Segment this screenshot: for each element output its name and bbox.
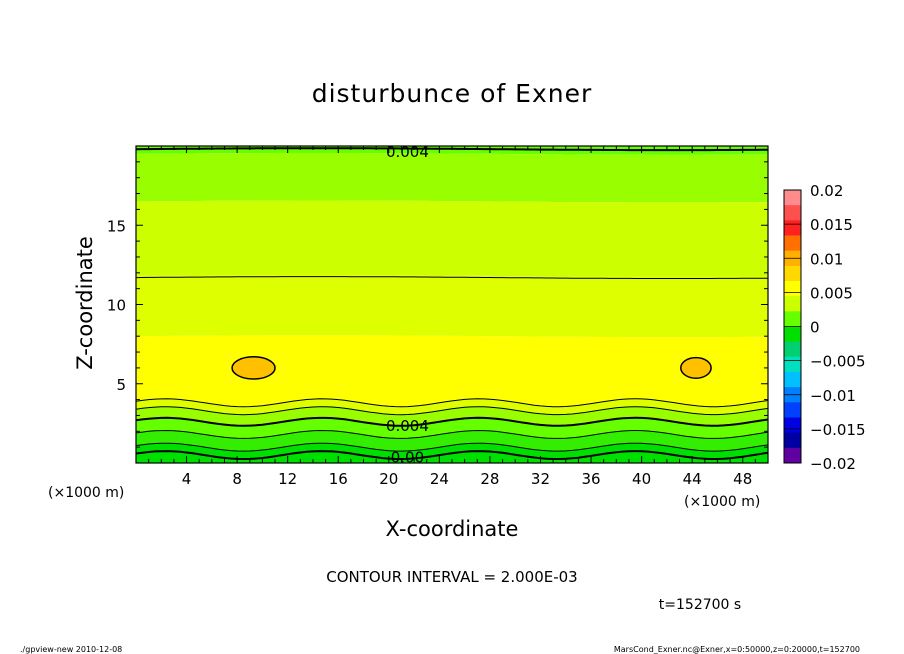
- y-unit-label: (×1000 m): [684, 494, 760, 510]
- contour-band-2: [136, 200, 768, 277]
- colorbar-swatch: [784, 235, 801, 252]
- x-axis-ticks: 4 8 12 16 20 24 28 32 36 40 44 48: [148, 146, 756, 488]
- y-axis-ticks: 5 10 15: [107, 161, 768, 448]
- contour-label: 0.004: [386, 143, 429, 161]
- contour-band-1: [136, 153, 768, 203]
- contour-line-0: [136, 276, 768, 279]
- x-tick-label: 40: [632, 470, 651, 488]
- contour-line-4: [136, 429, 768, 439]
- contour-label: 0.004: [386, 417, 429, 435]
- colorbar-swatch: [784, 311, 801, 327]
- x-tick-label: 20: [379, 470, 398, 488]
- colorbar-label: 0: [810, 319, 820, 337]
- chart-title: disturbunce of Exner: [312, 79, 593, 108]
- contour-line-6: [136, 450, 768, 461]
- y-tick-label: 15: [107, 217, 126, 235]
- colorbar-label: 0.02: [810, 182, 843, 200]
- y-tick-label: 5: [116, 376, 126, 394]
- x-tick-label: 4: [182, 470, 192, 488]
- colorbar-swatch: [784, 356, 801, 373]
- footer-left: ./gpview-new 2010-12-08: [20, 645, 122, 654]
- colorbar-label: 0.005: [810, 284, 853, 302]
- contour-interval-label: CONTOUR INTERVAL = 2.000E-03: [326, 568, 577, 586]
- contour-band-7: [136, 417, 768, 439]
- colorbar-label: 0.01: [810, 250, 843, 268]
- colorbar-swatch: [784, 190, 801, 206]
- colorbar-swatch: [784, 341, 801, 358]
- maximum-contour-0: [231, 356, 276, 380]
- x-tick-label: 12: [278, 470, 297, 488]
- x-tick-label: 24: [430, 470, 449, 488]
- contour-line-2: [136, 406, 768, 416]
- colorbar-swatch: [784, 281, 801, 297]
- colorbar-swatch: [784, 402, 801, 418]
- colorbar-swatch: [784, 205, 801, 221]
- contour-label: 0.00: [391, 449, 424, 467]
- colorbar-swatch: [784, 265, 801, 282]
- x-tick-label: 28: [480, 470, 499, 488]
- plot-area: [135, 145, 769, 464]
- contour-band-5: [136, 398, 768, 415]
- contour-line-5: [136, 442, 768, 452]
- contour-labels: 0.004 0.004 0.00: [386, 143, 429, 467]
- colorbar-swatch: [784, 432, 801, 449]
- contour-line-3: [136, 416, 768, 427]
- colorbar-label: −0.005: [810, 353, 866, 371]
- colorbar-swatch: [784, 220, 801, 236]
- y-tick-label: 10: [107, 297, 126, 315]
- time-label: t=152700 s: [659, 597, 741, 613]
- colorbar-swatch: [784, 447, 801, 464]
- colorbar-label: −0.01: [810, 387, 856, 405]
- contour-band-6: [136, 406, 768, 426]
- colorbar-label: −0.02: [810, 455, 856, 473]
- x-tick-label: 32: [531, 470, 550, 488]
- colorbar-swatch: [784, 417, 801, 434]
- footer-right: MarsCond_Exner.nc@Exner,x=0:50000,z=0:20…: [614, 645, 860, 654]
- x-tick-label: 8: [232, 470, 242, 488]
- contour-line-1: [136, 398, 768, 408]
- colorbar-swatch: [784, 326, 801, 343]
- x-tick-label: 48: [733, 470, 752, 488]
- contour-band-3: [136, 275, 768, 338]
- contour-band-8: [136, 430, 768, 452]
- y-axis-label: Z-coordinate: [73, 236, 97, 370]
- colorbar-swatch: [784, 372, 801, 388]
- x-tick-label: 36: [581, 470, 600, 488]
- x-tick-label: 44: [683, 470, 702, 488]
- x-unit-label: (×1000 m): [48, 485, 124, 501]
- x-tick-label: 16: [329, 470, 348, 488]
- maximum-contour-1: [680, 356, 712, 379]
- colorbar-label: −0.015: [810, 421, 866, 439]
- colorbar-swatch: [784, 296, 801, 312]
- contour-band-4: [136, 335, 768, 407]
- x-axis-label: X-coordinate: [386, 517, 519, 541]
- colorbar-label: 0.015: [810, 216, 853, 234]
- colorbar: 0.02 0.015 0.01 0.005 0 −0.005 −0.01 −0.015 −0.0…: [783, 182, 866, 473]
